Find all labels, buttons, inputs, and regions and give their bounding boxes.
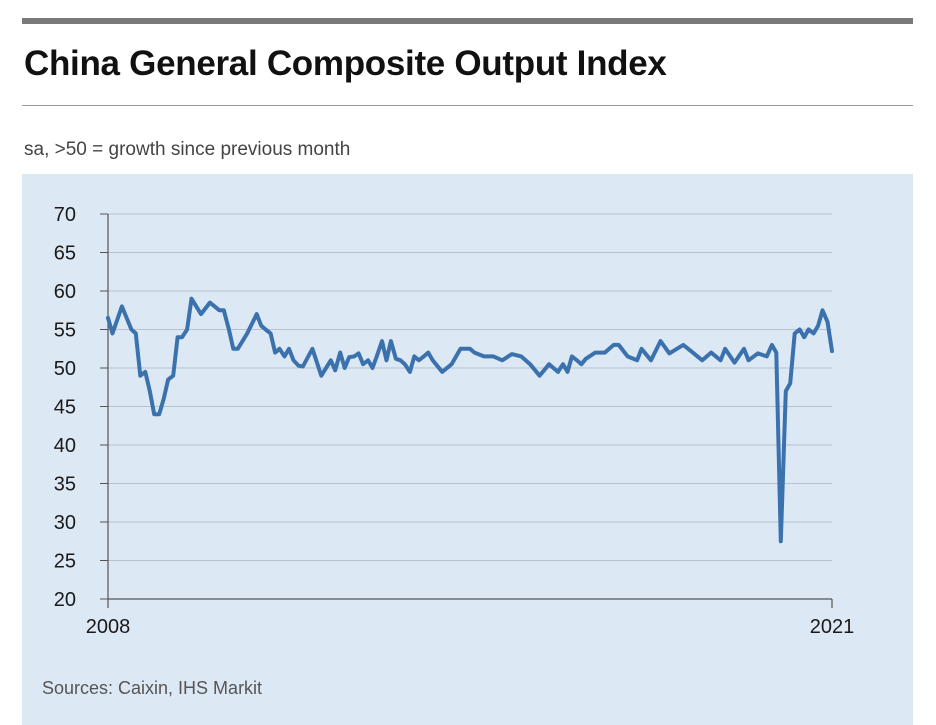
y-tick-label: 45 (54, 397, 76, 419)
x-tick-label: 2021 (810, 616, 855, 638)
title-divider (22, 105, 913, 106)
x-tick-label: 2008 (86, 616, 131, 638)
source-note: Sources: Caixin, IHS Markit (42, 678, 263, 698)
y-tick-label: 35 (54, 474, 76, 496)
y-tick-label: 55 (54, 320, 76, 342)
chart-subtitle: sa, >50 = growth since previous month (24, 139, 351, 160)
y-tick-label: 60 (54, 281, 76, 303)
y-tick-label: 40 (54, 435, 76, 457)
y-axis-ticks: 20 25 30 35 40 45 50 55 60 65 70 (54, 204, 108, 611)
y-tick-label: 70 (54, 204, 76, 226)
page-title: China General Composite Output Index (24, 44, 667, 83)
y-tick-label: 65 (54, 243, 76, 265)
series-group (106, 296, 834, 544)
top-rule (22, 18, 913, 24)
x-axis: 2008 2021 (86, 214, 855, 638)
y-tick-label: 30 (54, 512, 76, 534)
chart-panel: 20 25 30 35 40 45 50 55 60 65 70 2008 2021 (22, 174, 913, 725)
line-chart: 20 25 30 35 40 45 50 55 60 65 70 2008 2021 (54, 204, 855, 638)
y-tick-label: 50 (54, 358, 76, 380)
y-tick-label: 25 (54, 551, 76, 573)
y-tick-label: 20 (54, 589, 76, 611)
gridlines (108, 213, 832, 561)
series-line (106, 296, 834, 544)
